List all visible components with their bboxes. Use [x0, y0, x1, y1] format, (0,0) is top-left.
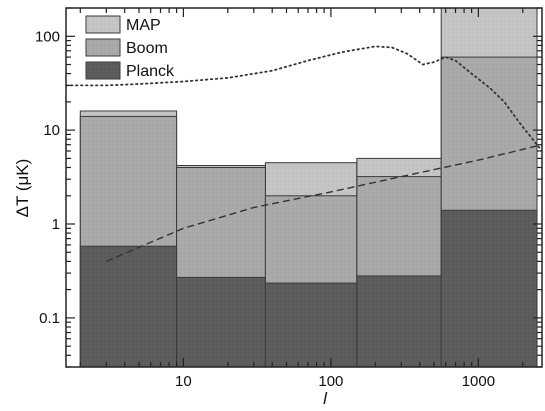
bar-texture-planck-2 — [176, 277, 266, 367]
plot-frame — [65, 7, 543, 368]
legend-swatch-texture-boom — [86, 39, 120, 56]
y-tick-label: 1 — [52, 216, 60, 233]
tick-layer: 0.1 1 10 100 10 100 1000 — [35, 7, 542, 390]
legend: MAP Boom Planck — [85, 15, 175, 80]
legend-label-map: MAP — [126, 17, 161, 34]
legend-swatch-texture-planck — [86, 62, 120, 79]
bar-texture-planck-3 — [265, 283, 357, 367]
bar-texture-planck-5 — [441, 210, 537, 367]
x-axis-label: l — [323, 389, 328, 408]
dashed-curve — [106, 144, 542, 263]
bar-layer — [79, 8, 538, 367]
y-tick-label: 0.1 — [39, 310, 60, 327]
legend-label-planck: Planck — [126, 63, 175, 80]
y-tick-label: 10 — [43, 122, 60, 139]
legend-swatch-texture-map — [86, 16, 120, 33]
x-tick-label: 100 — [318, 373, 343, 390]
y-axis-label: ΔT (μK) — [13, 159, 32, 218]
x-tick-label: 10 — [175, 373, 192, 390]
x-tick-label: 1000 — [462, 373, 495, 390]
bar-texture-planck-4 — [356, 275, 442, 367]
legend-label-boom: Boom — [126, 40, 168, 57]
dotted-curve — [66, 45, 542, 152]
bar-texture-planck-1 — [80, 246, 177, 367]
y-tick-label: 100 — [35, 28, 60, 45]
curve-layer — [66, 45, 542, 263]
